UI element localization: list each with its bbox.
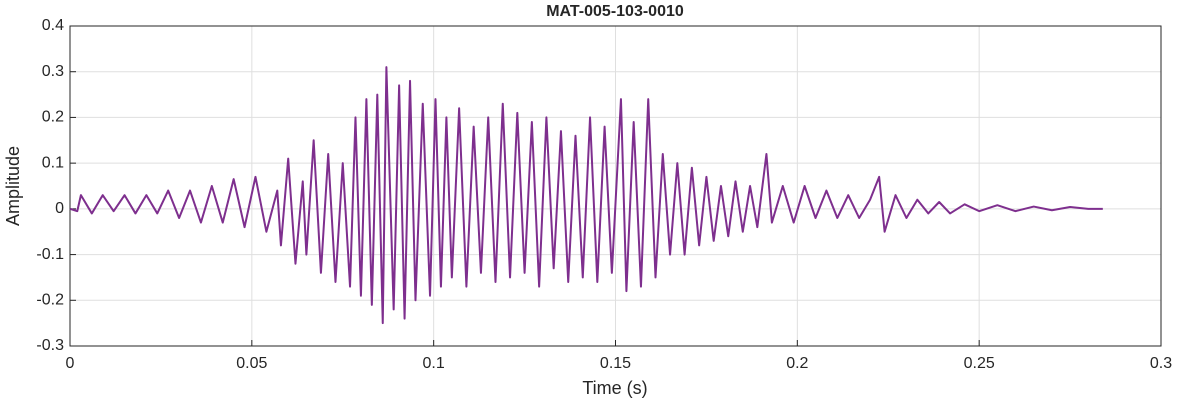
x-tick-label: 0.3 xyxy=(1150,355,1172,372)
y-axis-label: Amplitude xyxy=(3,146,23,226)
chart-title: MAT-005-103-0010 xyxy=(546,3,684,20)
x-tick-label: 0.15 xyxy=(600,355,631,372)
x-tick-label: 0.25 xyxy=(964,355,995,372)
y-tick-label: -0.1 xyxy=(36,246,64,263)
waveform-line xyxy=(69,66,1103,325)
y-tick-label: -0.2 xyxy=(36,292,64,309)
y-tick-label: 0.4 xyxy=(42,17,64,34)
y-tick-label: 0.2 xyxy=(42,109,64,126)
y-tick-label: -0.3 xyxy=(36,337,64,354)
y-tick-label: 0 xyxy=(55,200,64,217)
x-axis-label: Time (s) xyxy=(582,378,647,398)
plot-frame xyxy=(69,25,1162,347)
x-tick-label: 0.05 xyxy=(236,355,267,372)
x-tick-label: 0.2 xyxy=(786,355,808,372)
y-tick-label: 0.1 xyxy=(42,154,64,171)
x-tick-label: 0.1 xyxy=(423,355,445,372)
x-tick-label: 0 xyxy=(66,355,75,372)
y-tick-label: 0.3 xyxy=(42,63,64,80)
